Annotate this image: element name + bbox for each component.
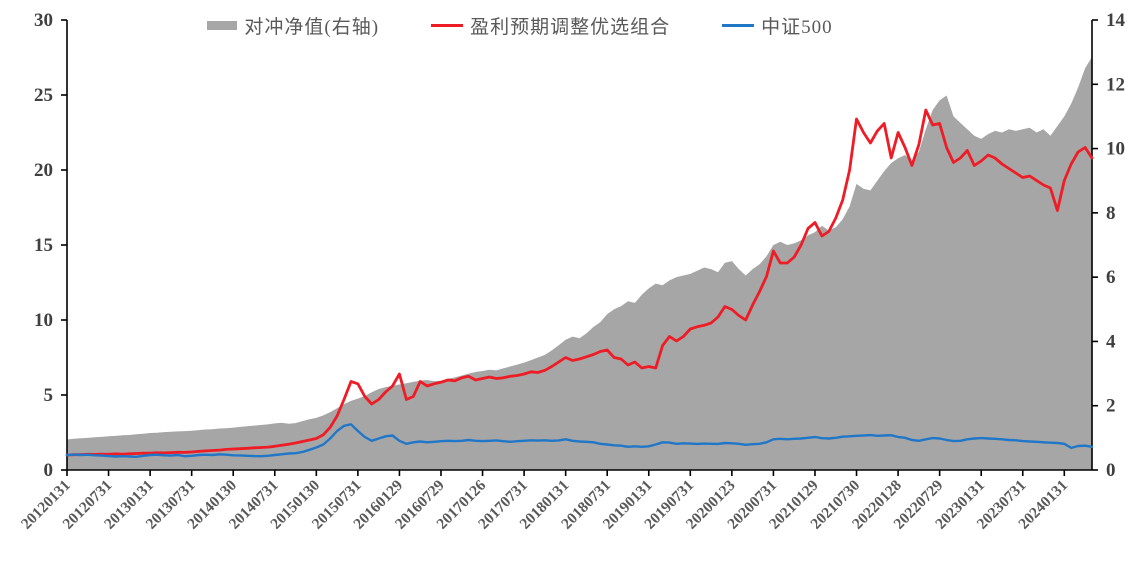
left-axis-tick-label: 10 (34, 310, 53, 331)
left-axis-tick-label: 25 (34, 85, 53, 106)
right-axis-tick-label: 6 (1106, 267, 1116, 288)
portfolio-line-series (65, 108, 1094, 457)
right-axis-tick-label: 4 (1106, 331, 1116, 352)
right-axis-tick-label: 2 (1106, 396, 1116, 417)
left-axis-tick-label: 15 (34, 235, 53, 256)
hedge-nav-area-series (67, 57, 1092, 470)
right-axis-tick-label: 10 (1106, 139, 1125, 160)
left-axis-tick-label: 30 (34, 10, 53, 31)
right-axis-tick-label: 14 (1106, 10, 1126, 31)
right-axis-tick-label: 8 (1106, 203, 1116, 224)
left-axis-tick-label: 20 (34, 160, 53, 181)
right-axis-tick-label: 0 (1106, 460, 1116, 481)
right-axis-tick-label: 12 (1106, 74, 1125, 95)
csi500-line-series (65, 423, 1094, 458)
left-axis-tick-label: 5 (44, 385, 54, 406)
left-axis-tick-label: 0 (44, 460, 54, 481)
